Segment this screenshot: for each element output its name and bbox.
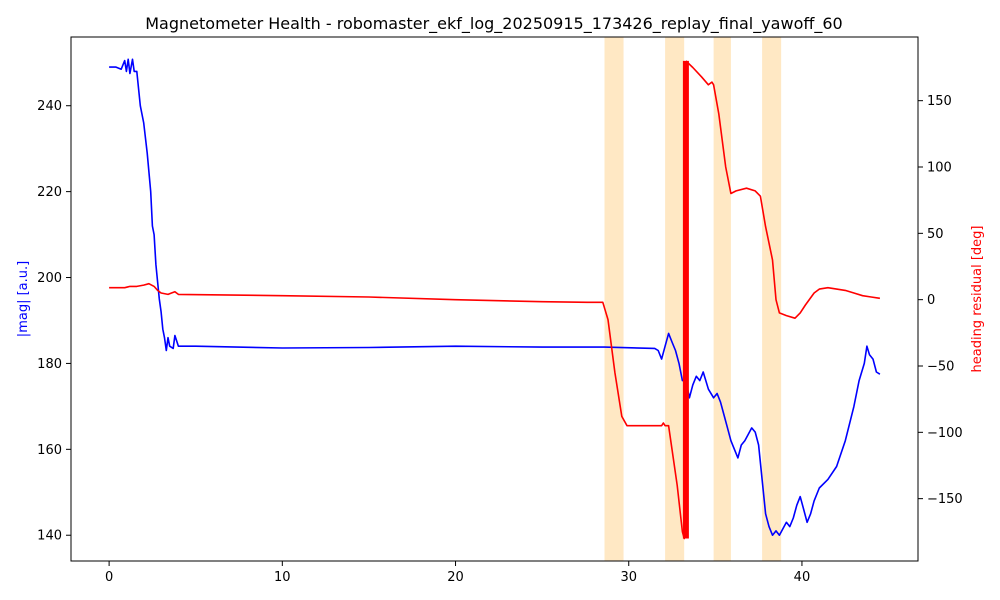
- series-layer: [109, 58, 881, 540]
- y-right-tick-label: 0: [927, 293, 935, 308]
- x-tick-label: 20: [447, 570, 464, 585]
- shaded-span-2: [665, 37, 685, 561]
- shaded-span-3: [713, 37, 731, 561]
- y-left-tick-label: 140: [37, 529, 62, 544]
- x-tick-label: 30: [620, 570, 637, 585]
- shaded-spans: [604, 37, 782, 561]
- x-tick-label: 40: [794, 570, 811, 585]
- y-axis-left-label: |mag| [a.u.]: [16, 261, 31, 337]
- shaded-span-1: [604, 37, 624, 561]
- y-right-tick-label: −50: [927, 359, 954, 374]
- x-tick-label: 10: [274, 570, 291, 585]
- y-left-tick-label: 200: [37, 271, 62, 286]
- y-right-tick-label: −100: [927, 426, 963, 441]
- y-right-tick-label: 50: [927, 227, 944, 242]
- chart-title: Magnetometer Health - robomaster_ekf_log…: [145, 14, 842, 34]
- y-right-tick-label: 100: [927, 161, 952, 176]
- shaded-span-4: [762, 37, 782, 561]
- y-right-tick-label: 150: [927, 94, 952, 109]
- y-axis-right-label: heading residual [deg]: [970, 226, 985, 373]
- y-left-tick-label: 220: [37, 185, 62, 200]
- y-left-tick-label: 240: [37, 99, 62, 114]
- axis-ticks: 0 10 20 30 40 140 160 180 200 220 240 −150 −100 −50 0 5…: [37, 94, 963, 585]
- x-tick-label: 0: [105, 570, 113, 585]
- plot-frame: [70, 36, 919, 562]
- y-right-tick-label: −150: [927, 492, 963, 507]
- y-left-tick-label: 180: [37, 357, 62, 372]
- mag-magnitude-line: [109, 58, 881, 536]
- y-left-tick-label: 160: [37, 443, 62, 458]
- heading-residual-line: [109, 60, 881, 540]
